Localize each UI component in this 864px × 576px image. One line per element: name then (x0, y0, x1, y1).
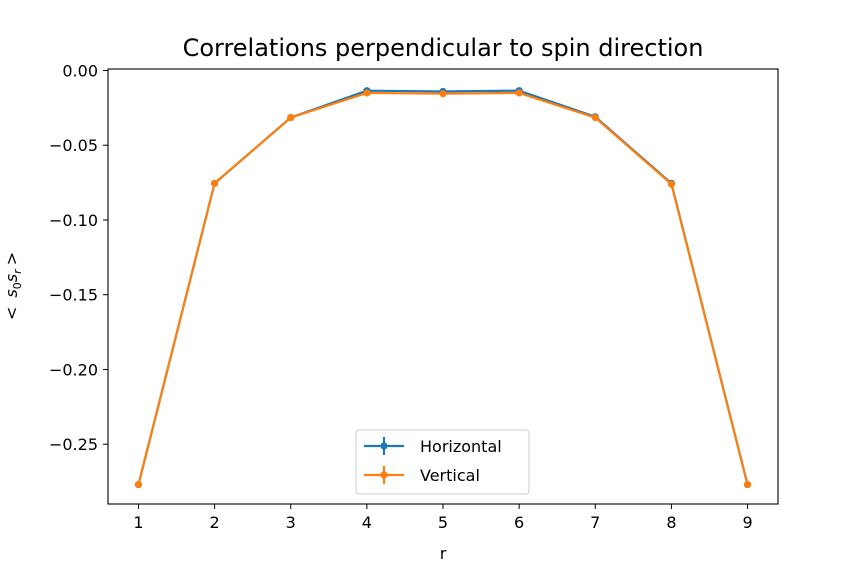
y-tick-label: −0.05 (49, 136, 98, 155)
y-tick-label: 0.00 (62, 61, 98, 80)
x-tick-label: 5 (438, 513, 448, 532)
y-tick-label: −0.20 (49, 360, 98, 379)
x-tick-label: 7 (590, 513, 600, 532)
y-axis-label: < s0sr> (2, 252, 24, 320)
data-point (515, 89, 523, 97)
y-tick-label: −0.15 (49, 286, 98, 305)
x-tick-label: 1 (133, 513, 143, 532)
data-point (287, 113, 295, 122)
data-point (439, 90, 447, 98)
legend-entry: Horizontal (364, 437, 502, 456)
chart-title: Correlations perpendicular to spin direc… (183, 34, 704, 62)
data-point (667, 180, 676, 188)
legend-label: Vertical (420, 466, 480, 485)
y-tick-label: −0.10 (49, 211, 98, 230)
x-tick-label: 9 (742, 513, 752, 532)
legend-marker (380, 442, 388, 450)
series-layer (134, 87, 752, 489)
data-point (743, 480, 752, 489)
x-axis: 1 2 3 4 5 6 7 8 9 (133, 504, 753, 532)
series-vertical (134, 89, 752, 489)
x-tick-label: 8 (666, 513, 676, 532)
x-axis-label: r (440, 544, 447, 563)
data-point (134, 480, 143, 489)
y-axis: 0.00 −0.05 −0.10 −0.15 −0.20 −0.25 (49, 61, 108, 454)
data-point (210, 179, 219, 187)
legend-marker (380, 471, 388, 479)
x-tick-label: 4 (362, 513, 372, 532)
x-tick-label: 3 (286, 513, 296, 532)
x-tick-label: 6 (514, 513, 524, 532)
y-tick-label: −0.25 (49, 435, 98, 454)
data-point (591, 113, 599, 122)
legend: Horizontal Vertical (355, 429, 530, 495)
legend-entry: Vertical (364, 466, 480, 485)
x-tick-label: 2 (209, 513, 219, 532)
data-point (363, 89, 371, 97)
legend-label: Horizontal (420, 437, 502, 456)
